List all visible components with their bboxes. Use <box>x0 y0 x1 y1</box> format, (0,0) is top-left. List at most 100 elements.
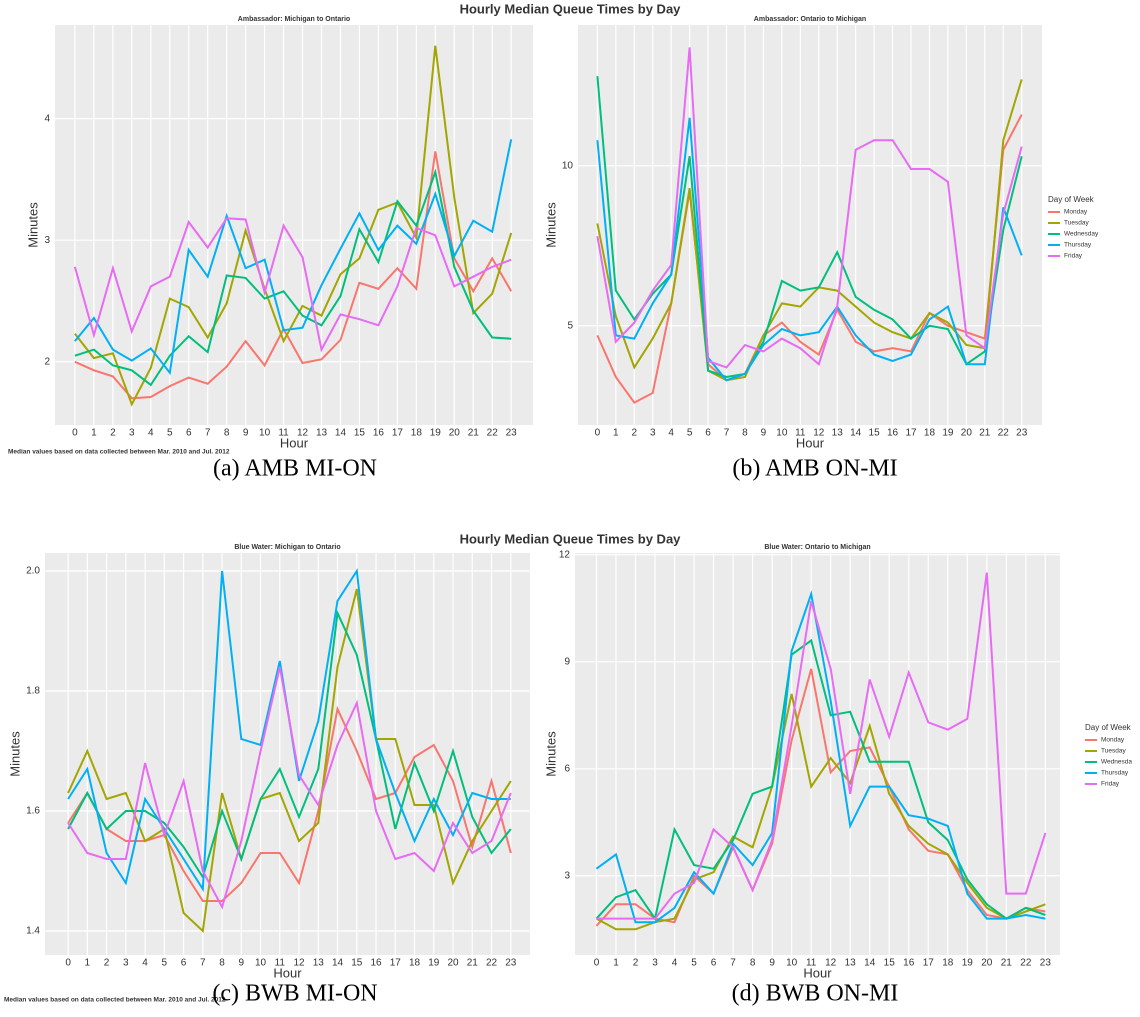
y-tick-label: 1.6 <box>26 806 40 817</box>
x-tick-label: 22 <box>998 428 1010 439</box>
x-tick-label: 1 <box>613 428 619 439</box>
series-line <box>74 139 513 376</box>
x-tick-label: 3 <box>129 428 135 439</box>
y-tick-label: 3 <box>44 235 50 246</box>
x-tick-label: 16 <box>373 428 385 439</box>
x-tick-label: 23 <box>505 958 517 969</box>
x-tick-label: 17 <box>392 428 404 439</box>
x-tick-label: 7 <box>205 428 211 439</box>
x-tick-label: 11 <box>795 428 806 439</box>
legend-label: Thursday <box>1064 242 1092 249</box>
x-tick-label: 6 <box>705 428 711 439</box>
x-tick-label: 21 <box>979 428 991 439</box>
x-tick-label: 4 <box>668 428 674 439</box>
x-tick-label: 22 <box>487 428 499 439</box>
x-tick-label: 23 <box>1040 958 1052 969</box>
x-tick-label: 19 <box>430 428 442 439</box>
x-tick-label: 1 <box>85 958 91 969</box>
x-tick-label: 7 <box>730 958 736 969</box>
x-tick-label: 5 <box>167 428 173 439</box>
x-tick-label: 18 <box>411 428 423 439</box>
legend-label: Wednesda <box>1101 759 1132 766</box>
x-tick-label: 11 <box>278 428 289 439</box>
x-tick-label: 13 <box>832 428 844 439</box>
x-tick-label: 15 <box>354 428 366 439</box>
x-tick-label: 21 <box>467 958 479 969</box>
x-tick-label: 4 <box>148 428 154 439</box>
x-tick-label: 7 <box>724 428 730 439</box>
x-tick-label: 8 <box>750 958 756 969</box>
x-tick-label: 12 <box>297 428 309 439</box>
x-axis-label: Hour <box>280 435 309 450</box>
legend-label: Monday <box>1064 209 1088 216</box>
x-tick-label: 12 <box>293 958 305 969</box>
x-tick-label: 11 <box>275 958 286 969</box>
legend-label: Friday <box>1101 781 1120 788</box>
y-tick-label: 5 <box>567 320 573 331</box>
y-tick-label: 2.0 <box>26 566 40 577</box>
x-tick-label: 14 <box>850 428 862 439</box>
legend-label: Thursday <box>1101 770 1129 777</box>
x-tick-label: 18 <box>942 958 954 969</box>
x-tick-label: 13 <box>313 958 325 969</box>
series-line <box>595 668 1046 927</box>
x-tick-label: 0 <box>65 958 71 969</box>
x-tick-label: 4 <box>672 958 678 969</box>
y-axis-label: Minutes <box>543 202 558 248</box>
caption: (b) AMB ON-MI <box>732 456 897 482</box>
x-tick-label: 9 <box>769 958 775 969</box>
x-tick-label: 14 <box>332 958 344 969</box>
x-tick-label: 7 <box>200 958 206 969</box>
x-tick-label: 18 <box>924 428 936 439</box>
x-tick-label: 17 <box>390 958 402 969</box>
x-tick-label: 0 <box>72 428 78 439</box>
y-tick-label: 4 <box>44 113 50 124</box>
series-line <box>67 705 512 902</box>
x-tick-label: 21 <box>468 428 480 439</box>
x-tick-label: 19 <box>942 428 954 439</box>
x-tick-label: 12 <box>825 958 837 969</box>
x-tick-label: 10 <box>259 428 271 439</box>
x-tick-label: 16 <box>887 428 899 439</box>
x-tick-label: 15 <box>869 428 881 439</box>
x-tick-label: 20 <box>981 958 993 969</box>
caption: (d) BWB ON-MI <box>732 981 899 1007</box>
x-tick-label: 23 <box>506 428 518 439</box>
x-tick-label: 14 <box>335 428 347 439</box>
x-tick-label: 3 <box>650 428 656 439</box>
x-tick-label: 6 <box>711 958 717 969</box>
x-tick-label: 20 <box>961 428 973 439</box>
y-axis-label: Minutes <box>7 731 22 777</box>
x-tick-label: 0 <box>594 958 600 969</box>
x-axis-label: Hour <box>273 965 302 980</box>
x-tick-label: 16 <box>903 958 915 969</box>
x-tick-label: 5 <box>162 958 168 969</box>
x-tick-label: 21 <box>1001 958 1013 969</box>
chart-title: Ambassador: Ontario to Michigan <box>754 16 866 23</box>
x-tick-label: 13 <box>845 958 857 969</box>
x-tick-label: 12 <box>813 428 825 439</box>
series-line <box>595 638 1046 922</box>
x-tick-label: 3 <box>123 958 129 969</box>
x-tick-label: 22 <box>1020 958 1032 969</box>
chart-title: Blue Water: Michigan to Ontario <box>234 544 340 551</box>
series-line <box>596 117 1023 382</box>
x-axis-label: Hour <box>803 965 832 980</box>
x-tick-label: 23 <box>1016 428 1028 439</box>
x-tick-label: 2 <box>631 428 637 439</box>
x-tick-label: 9 <box>243 428 249 439</box>
x-tick-label: 20 <box>449 428 461 439</box>
x-tick-label: 15 <box>884 958 896 969</box>
x-tick-label: 14 <box>864 958 876 969</box>
x-tick-label: 13 <box>316 428 328 439</box>
x-tick-label: 6 <box>181 958 187 969</box>
series-line <box>595 590 1046 924</box>
y-tick-label: 1.8 <box>26 686 40 697</box>
x-tick-label: 18 <box>409 958 421 969</box>
x-tick-label: 2 <box>110 428 116 439</box>
y-tick-label: 12 <box>559 549 571 560</box>
y-tick-label: 1.4 <box>26 926 40 937</box>
y-tick-label: 2 <box>44 356 50 367</box>
series-line <box>596 693 1046 931</box>
